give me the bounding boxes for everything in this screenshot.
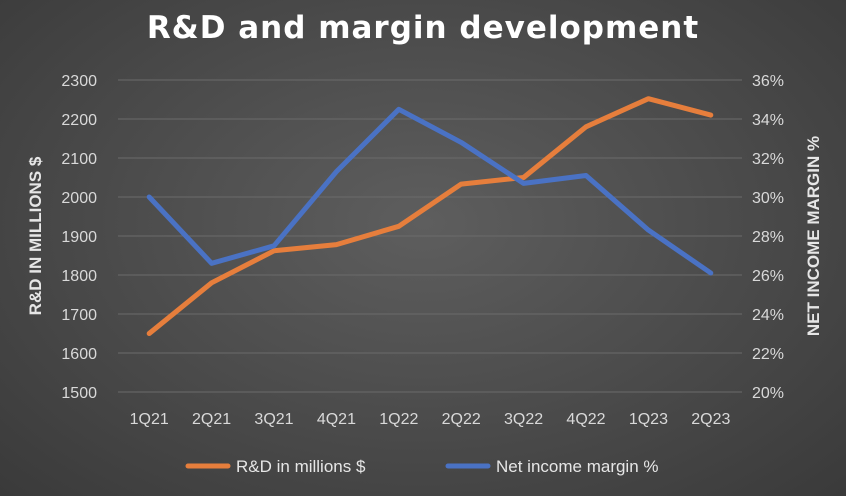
left-tick-label: 2000: [61, 190, 97, 207]
right-tick-label: 32%: [752, 151, 784, 168]
right-tick-label: 26%: [752, 268, 784, 285]
x-tick-label: 1Q22: [379, 411, 418, 428]
x-tick-label: 3Q21: [254, 411, 293, 428]
right-tick-label: 36%: [752, 73, 784, 90]
x-tick-label: 2Q23: [691, 411, 730, 428]
right-axis-ticks: 20% 22% 24% 26% 28% 30% 32% 34% 36%: [752, 73, 784, 402]
legend-label: Net income margin %: [496, 457, 659, 476]
left-tick-label: 1600: [61, 346, 97, 363]
left-tick-label: 1900: [61, 229, 97, 246]
legend: R&D in millions $ Net income margin %: [185, 457, 659, 476]
x-tick-label: 2Q22: [442, 411, 481, 428]
x-tick-label: 1Q21: [130, 411, 169, 428]
left-axis-title: R&D IN MILLIONS $: [26, 156, 45, 315]
left-tick-label: 1800: [61, 268, 97, 285]
right-tick-label: 30%: [752, 190, 784, 207]
right-tick-label: 22%: [752, 346, 784, 363]
series-line-0: [146, 96, 714, 336]
right-axis-title: NET INCOME MARGIN %: [804, 136, 823, 336]
left-tick-label: 2200: [61, 112, 97, 129]
right-tick-label: 24%: [752, 307, 784, 324]
x-tick-label: 4Q22: [566, 411, 605, 428]
x-tick-label: 4Q21: [317, 411, 356, 428]
series-line-1: [146, 106, 714, 276]
x-tick-label: 3Q22: [504, 411, 543, 428]
right-tick-label: 20%: [752, 385, 784, 402]
x-axis-ticks: 1Q21 2Q21 3Q21 4Q21 1Q22 2Q22 3Q22 4Q22 1Q23 2Q23: [130, 411, 731, 428]
series-lines: [146, 96, 714, 336]
left-tick-label: 1500: [61, 385, 97, 402]
x-tick-label: 2Q21: [192, 411, 231, 428]
right-tick-label: 34%: [752, 112, 784, 129]
chart-title: R&D and margin development: [147, 10, 699, 46]
legend-label: R&D in millions $: [236, 457, 366, 476]
left-tick-label: 2300: [61, 73, 97, 90]
right-tick-label: 28%: [752, 229, 784, 246]
x-tick-label: 1Q23: [629, 411, 668, 428]
left-tick-label: 2100: [61, 151, 97, 168]
left-tick-label: 1700: [61, 307, 97, 324]
left-axis-ticks: 1500 1600 1700 1800 1900 2000 2100 2200 2300: [61, 73, 97, 402]
